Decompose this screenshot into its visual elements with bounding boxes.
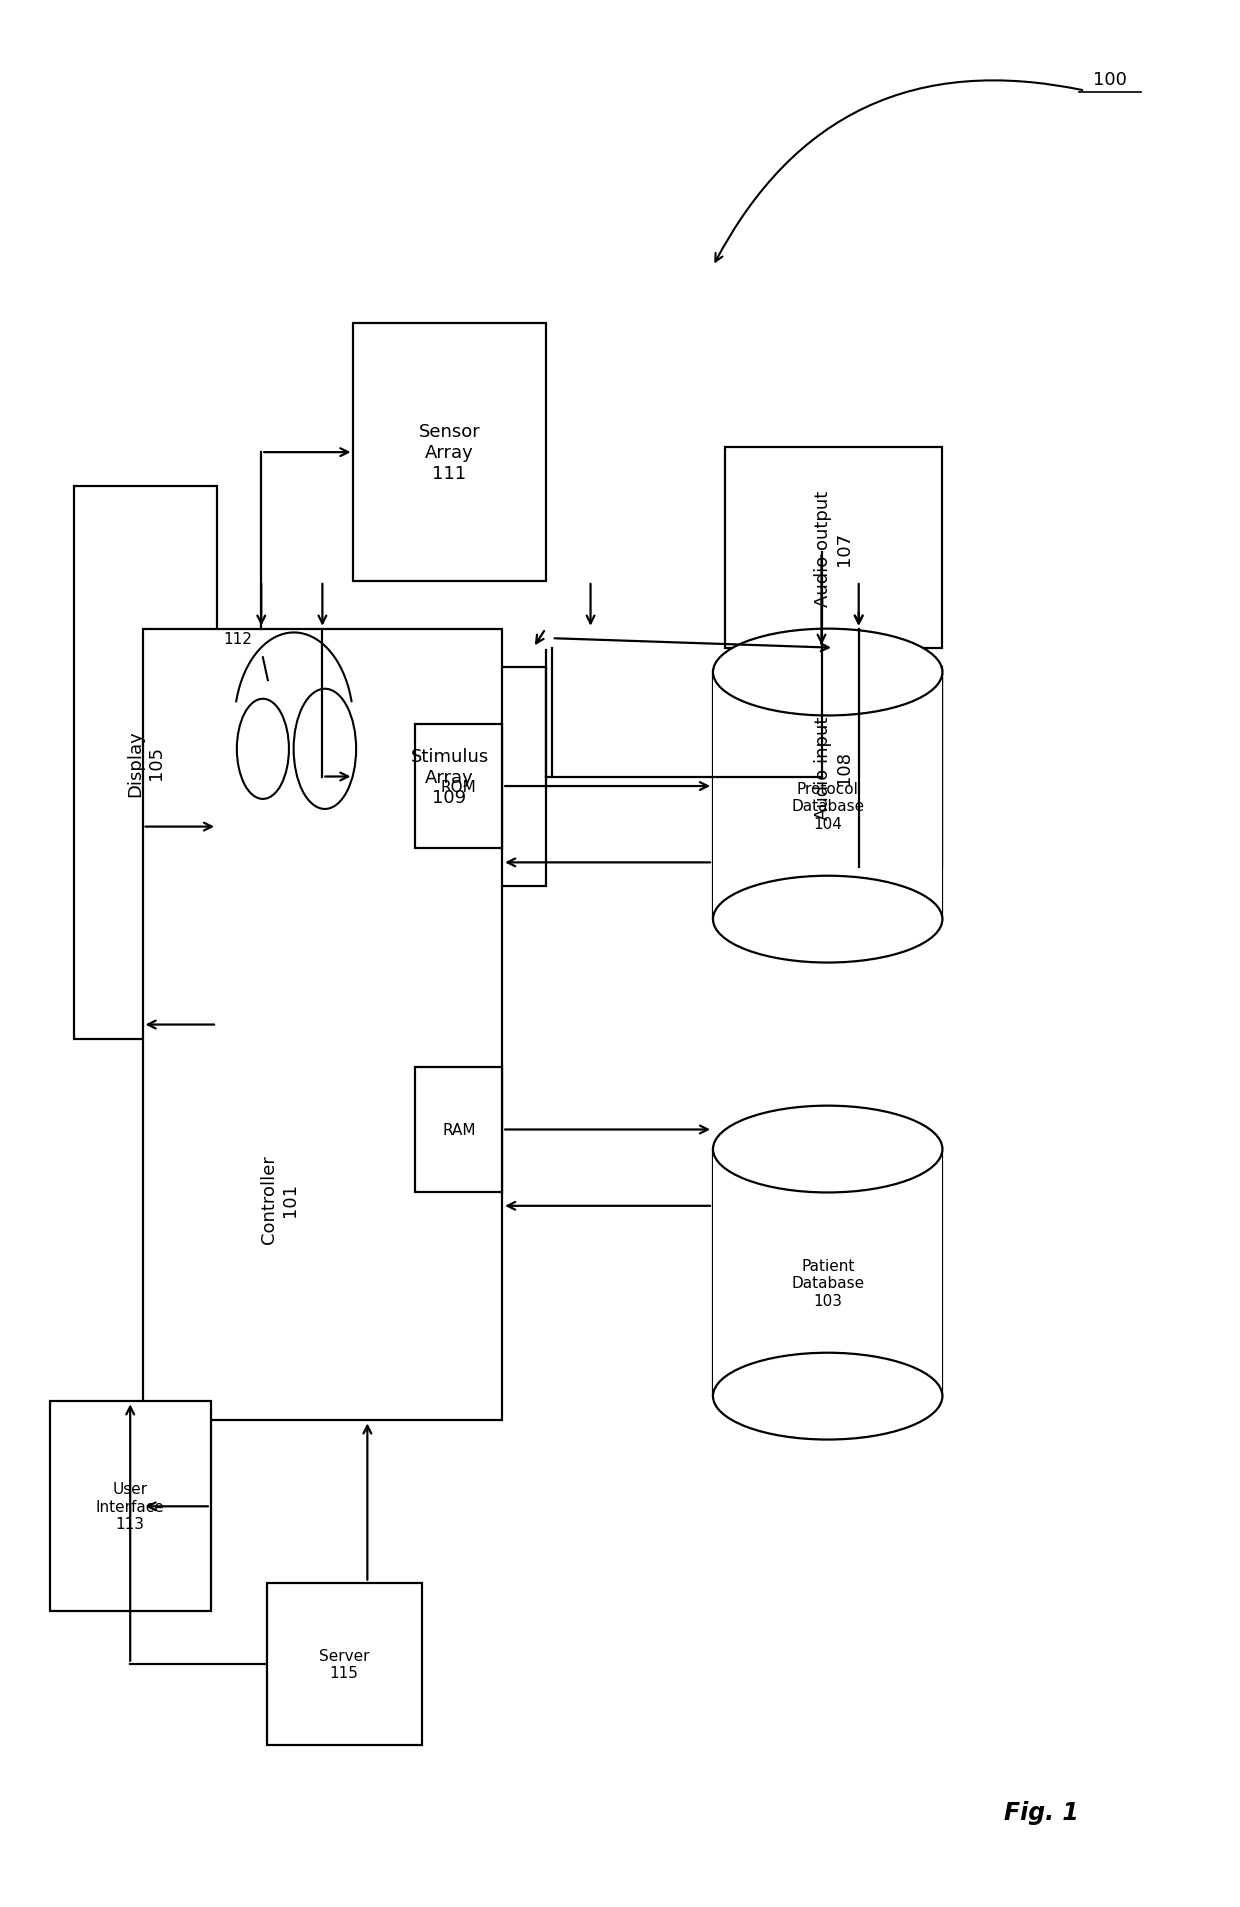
Bar — [725, 448, 942, 648]
Ellipse shape — [237, 700, 289, 799]
Text: Sensor
Array
111: Sensor Array 111 — [419, 423, 480, 482]
Text: Display
105: Display 105 — [126, 730, 165, 795]
Bar — [415, 725, 502, 849]
Bar — [74, 486, 217, 1039]
Text: 112: 112 — [223, 631, 253, 646]
Bar — [725, 667, 942, 868]
Text: ROM: ROM — [441, 780, 476, 793]
Text: User
Interface
113: User Interface 113 — [95, 1482, 165, 1531]
Bar — [415, 1068, 502, 1192]
Bar — [353, 667, 546, 887]
Ellipse shape — [713, 877, 942, 963]
Bar — [713, 673, 942, 919]
Ellipse shape — [713, 1354, 942, 1440]
Text: Protocol
Database
104: Protocol Database 104 — [791, 782, 864, 831]
Text: Audio input
108: Audio input 108 — [815, 715, 853, 820]
Text: Patient
Database
103: Patient Database 103 — [791, 1259, 864, 1308]
Bar — [143, 629, 502, 1421]
Bar — [713, 1150, 942, 1396]
Ellipse shape — [713, 629, 942, 717]
Bar — [267, 1583, 422, 1745]
Ellipse shape — [713, 1106, 942, 1194]
Text: 100: 100 — [1092, 71, 1127, 90]
Text: Stimulus
Array
109: Stimulus Array 109 — [410, 748, 489, 807]
Text: Fig. 1: Fig. 1 — [1004, 1800, 1079, 1823]
Bar — [50, 1402, 211, 1611]
Text: Controller
101: Controller 101 — [260, 1156, 299, 1243]
Bar — [353, 324, 546, 582]
Text: Audio output
107: Audio output 107 — [815, 490, 853, 606]
Text: RAM: RAM — [441, 1123, 476, 1137]
Ellipse shape — [294, 690, 356, 810]
Text: Server
115: Server 115 — [319, 1648, 370, 1680]
